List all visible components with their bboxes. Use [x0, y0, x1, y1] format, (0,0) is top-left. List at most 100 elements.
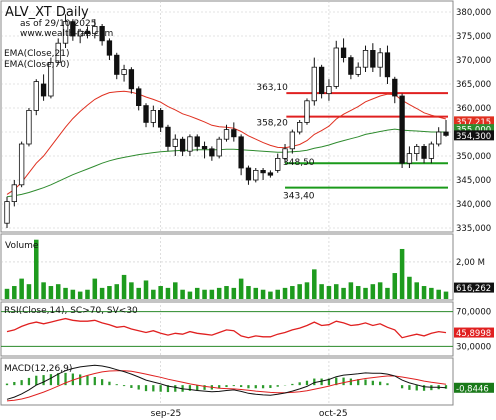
candle-down — [157, 110, 164, 128]
date-tick-label: oct-25 — [319, 409, 348, 419]
volume-bar — [202, 289, 207, 299]
candle-up — [121, 69, 127, 75]
candle-down — [267, 172, 274, 176]
candle-down — [106, 40, 113, 56]
candle-down — [392, 78, 398, 97]
volume-bar — [173, 282, 178, 299]
candle-up — [55, 42, 61, 63]
source-url: www.wealth-lab.com — [20, 29, 113, 39]
volume-bar — [231, 287, 237, 299]
candle-down — [348, 57, 354, 75]
price-tick-label: 350,000 — [456, 152, 491, 162]
asof-date: as of 29/10/2025 — [20, 19, 96, 29]
candle-up — [362, 50, 369, 68]
volume-bar — [290, 286, 295, 299]
volume-bar — [304, 282, 310, 299]
volume-bar — [4, 288, 10, 299]
volume-bar — [216, 287, 222, 299]
macd-signal-line — [6, 370, 447, 402]
candle-down — [194, 136, 200, 147]
candle-down — [70, 21, 76, 37]
candle-up — [377, 52, 383, 68]
price-tick-label: 335,000 — [456, 224, 491, 234]
volume-bar — [19, 278, 24, 299]
volume-bar — [363, 287, 368, 299]
candle-up — [326, 86, 332, 95]
ema70-badge-bg — [454, 124, 494, 135]
candle-down — [143, 105, 149, 123]
volume-bar — [436, 289, 441, 299]
candle-down — [40, 83, 47, 97]
candle-down — [443, 131, 449, 136]
volume-bar — [209, 289, 215, 299]
ema70-line — [6, 128, 446, 198]
volume-bar — [143, 280, 149, 299]
volume-bar — [41, 282, 46, 299]
candle-up — [406, 153, 413, 164]
candle-down — [84, 30, 91, 35]
candle-up — [77, 30, 83, 37]
price-tick-label: 340,000 — [456, 200, 491, 210]
volume-bar — [136, 287, 141, 299]
candle-down — [128, 69, 135, 90]
price-tick-label: 365,000 — [456, 80, 491, 90]
volume-bar — [129, 282, 134, 299]
candle-up — [18, 143, 25, 186]
volume-bar — [224, 286, 229, 299]
volume-tick-label: 2,00 M — [456, 258, 485, 268]
volume-bar — [85, 289, 90, 299]
candle-up — [311, 66, 317, 102]
candle-up — [26, 110, 32, 145]
candle-up — [150, 110, 157, 123]
rsi-badge-bg — [454, 327, 494, 338]
candle-up — [33, 81, 39, 111]
candle-up — [289, 131, 296, 150]
candle-down — [136, 88, 142, 107]
rsi-last-value: 45,8998 — [456, 329, 491, 339]
volume-bar — [297, 284, 302, 299]
macd-badge-bg — [454, 382, 494, 393]
price-tick-label: 360,000 — [456, 104, 491, 114]
candle-down — [114, 54, 120, 75]
candle-up — [11, 184, 17, 203]
volume-bar — [399, 248, 405, 299]
volume-bar — [414, 282, 420, 299]
candle-down — [370, 50, 376, 68]
volume-bar — [55, 284, 61, 299]
volume-bar — [158, 286, 163, 299]
candle-down — [384, 52, 391, 78]
volume-bar — [370, 284, 376, 299]
candle-down — [260, 169, 266, 174]
volume-bar — [165, 287, 171, 299]
volume-last-value: 616,262 — [456, 284, 491, 294]
volume-bar — [275, 289, 280, 299]
volume-bar — [326, 286, 332, 299]
volume-bar — [348, 282, 354, 299]
candle-down — [238, 136, 244, 169]
volume-bar — [268, 291, 273, 299]
volume-bar — [429, 287, 434, 299]
candle-up — [333, 47, 339, 87]
macd-panel — [0, 357, 454, 406]
volume-bar — [407, 276, 412, 299]
rsi-tick-label: 30,0000 — [456, 342, 491, 352]
candle-down — [340, 47, 347, 58]
candle-down — [179, 138, 186, 152]
volume-bar — [187, 291, 193, 299]
ema21-legend: EMA(Close,21) — [4, 49, 69, 59]
candle-down — [99, 25, 105, 42]
candle-up — [355, 66, 361, 75]
volume-bar — [246, 286, 251, 299]
volume-bar — [114, 284, 120, 299]
ema70-legend: EMA(Close,70) — [4, 60, 69, 70]
candle-up — [4, 201, 10, 224]
volume-legend: Volume — [5, 241, 39, 251]
volume-bar — [92, 278, 98, 299]
volume-bar — [194, 287, 200, 299]
volume-bar — [282, 287, 288, 299]
candle-up — [296, 122, 303, 133]
macd-legend: MACD(12,26,9) — [4, 364, 72, 374]
candle-down — [399, 95, 405, 164]
volume-bar — [312, 269, 317, 299]
